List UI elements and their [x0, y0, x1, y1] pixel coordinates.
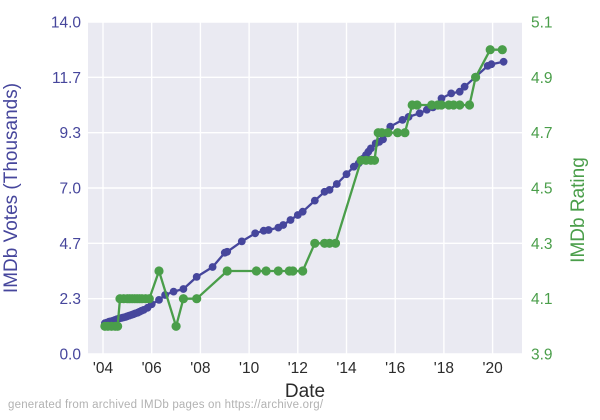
rating-marker — [383, 128, 393, 138]
votes-marker — [499, 57, 508, 66]
votes-marker — [437, 94, 446, 103]
votes-marker — [279, 221, 288, 229]
votes-marker — [192, 273, 201, 281]
x-axis-tick-label: '20 — [482, 360, 503, 377]
rating-marker — [222, 266, 232, 276]
votes-marker — [342, 170, 351, 179]
tick-labels: 0.0 3.9 2.3 4.1 4.7 4.3 7.0 4.5 9.3 4.7 11.7 4.9 14.… — [51, 15, 553, 378]
votes-marker — [487, 60, 496, 69]
x-axis-tick-label: '18 — [434, 360, 454, 377]
right-axis-tick-label: 5.1 — [531, 15, 553, 32]
rating-marker — [393, 128, 403, 138]
x-axis-label: Date — [285, 381, 325, 402]
x-axis-tick-label: '06 — [142, 360, 162, 377]
rating-marker — [113, 321, 123, 331]
right-axis-tick-label: 4.5 — [531, 181, 553, 198]
rating-marker — [192, 294, 202, 304]
x-axis-tick-label: '12 — [288, 360, 308, 377]
votes-marker — [379, 135, 387, 144]
votes-marker — [264, 226, 273, 234]
votes-marker — [415, 109, 424, 118]
rating-marker — [330, 238, 341, 248]
rating-marker — [171, 321, 181, 331]
right-axis-tick-label: 4.9 — [531, 70, 553, 87]
votes-marker — [367, 144, 375, 153]
votes-marker — [398, 116, 407, 124]
votes-marker — [447, 89, 456, 98]
votes-marker — [251, 229, 260, 238]
votes-marker — [169, 287, 178, 296]
right-axis-tick-label: 4.1 — [531, 291, 553, 308]
votes-marker — [332, 180, 341, 188]
right-y-axis-label: IMDb Rating — [568, 157, 589, 263]
rating-marker — [310, 238, 320, 248]
votes-marker — [155, 296, 163, 304]
rating-marker — [455, 100, 465, 110]
left-axis-tick-label: 0.0 — [59, 347, 81, 364]
x-axis-tick-label: '16 — [385, 360, 405, 377]
rating-marker — [412, 100, 422, 110]
right-axis-tick-label: 4.7 — [531, 125, 553, 142]
rating-marker — [178, 294, 188, 304]
rating-marker — [144, 294, 154, 304]
votes-marker — [298, 207, 307, 216]
rating-marker — [369, 155, 380, 165]
x-axis-tick-label: '14 — [336, 360, 357, 377]
rating-series — [100, 45, 507, 331]
left-axis-tick-label: 9.3 — [59, 125, 81, 142]
rating-marker — [471, 72, 481, 82]
rating-marker — [497, 45, 507, 55]
rating-marker — [273, 266, 283, 276]
rating-marker — [436, 100, 447, 110]
left-axis-tick-label: 4.7 — [59, 236, 81, 253]
votes-marker — [310, 196, 319, 205]
votes-marker — [325, 186, 334, 194]
rating-marker — [464, 100, 475, 110]
votes-marker — [208, 263, 217, 271]
rating-marker — [298, 266, 308, 276]
rating-marker — [400, 128, 410, 138]
series-group — [100, 45, 508, 331]
votes-marker — [223, 247, 232, 256]
votes-marker — [460, 82, 469, 91]
x-axis-tick-label: '10 — [239, 360, 260, 377]
rating-marker — [261, 266, 271, 276]
left-axis-tick-label: 11.7 — [52, 70, 81, 87]
votes-marker — [455, 87, 464, 96]
left-y-axis-label: IMDb Votes (Thousands) — [1, 83, 22, 293]
right-axis-tick-label: 3.9 — [531, 347, 553, 364]
x-axis-tick-label: '08 — [190, 360, 210, 377]
rating-marker — [251, 266, 261, 276]
left-axis-tick-label: 14.0 — [51, 15, 82, 32]
right-axis-tick-label: 4.3 — [531, 236, 553, 253]
rating-marker — [485, 45, 495, 55]
rating-marker — [288, 266, 298, 276]
votes-marker — [179, 285, 188, 293]
votes-marker — [286, 216, 295, 224]
x-axis-tick-label: '04 — [93, 360, 114, 377]
votes-marker — [237, 237, 246, 246]
left-axis-tick-label: 2.3 — [59, 291, 81, 308]
rating-marker — [154, 266, 164, 276]
left-axis-tick-label: 7.0 — [59, 181, 81, 198]
source-caption: generated from archived IMDb pages on ht… — [8, 399, 324, 411]
